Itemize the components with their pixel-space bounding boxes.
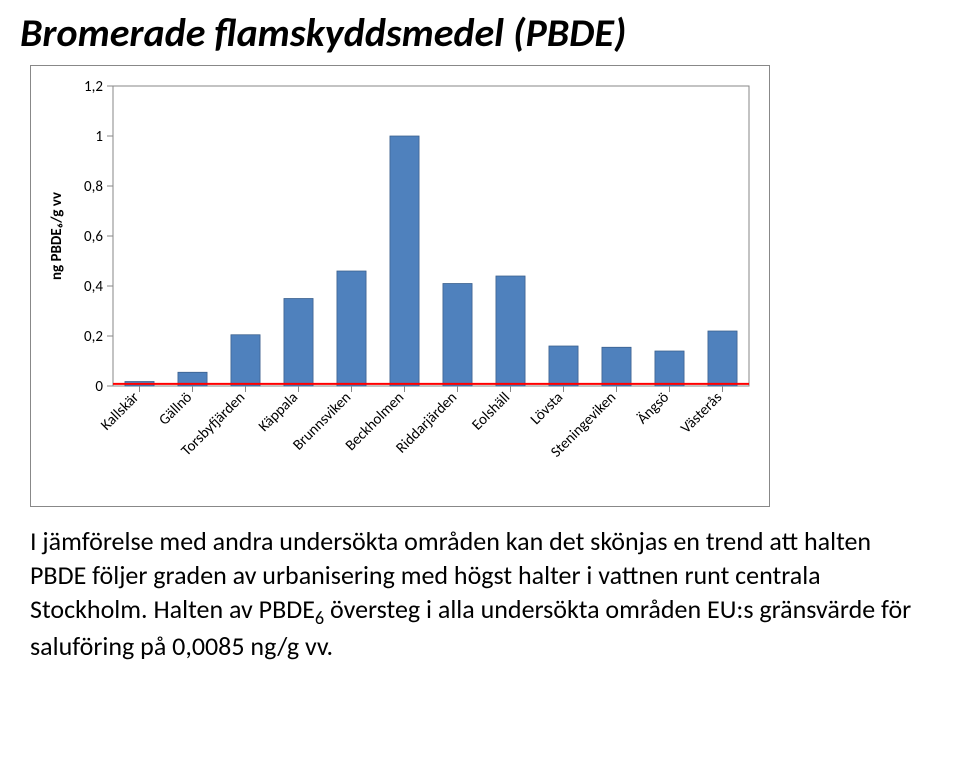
svg-text:Lövsta: Lövsta	[527, 389, 567, 429]
bar-chart: 0 0,2 0,4 0,6 0,8 1 1,2 ng PBDE₆/g vv Kallskär Gä…	[41, 76, 759, 506]
svg-text:0,4: 0,4	[84, 278, 103, 296]
page-title: Bromerade flamskyddsmedel (PBDE)	[20, 8, 940, 57]
svg-text:1,2: 1,2	[84, 78, 103, 96]
svg-text:0: 0	[95, 378, 103, 396]
svg-text:ng PBDE₆/g vv: ng PBDE₆/g vv	[48, 191, 66, 280]
svg-text:Käppala: Käppala	[255, 389, 302, 436]
svg-text:0,6: 0,6	[84, 228, 103, 246]
svg-text:Ängsö: Ängsö	[634, 389, 673, 428]
svg-text:Kallskär: Kallskär	[97, 389, 143, 435]
svg-text:Västerås: Västerås	[677, 389, 726, 438]
caption: I jämförelse med andra undersökta område…	[30, 525, 930, 664]
svg-text:0,8: 0,8	[84, 178, 103, 196]
svg-text:Gällnö: Gällnö	[155, 389, 196, 430]
svg-text:0,2: 0,2	[84, 328, 103, 346]
caption-sub: 6	[315, 607, 324, 629]
svg-text:1: 1	[95, 128, 103, 146]
svg-text:Eolshäll: Eolshäll	[469, 389, 514, 434]
chart-container: 0 0,2 0,4 0,6 0,8 1 1,2 ng PBDE₆/g vv Kallskär Gä…	[30, 65, 770, 507]
